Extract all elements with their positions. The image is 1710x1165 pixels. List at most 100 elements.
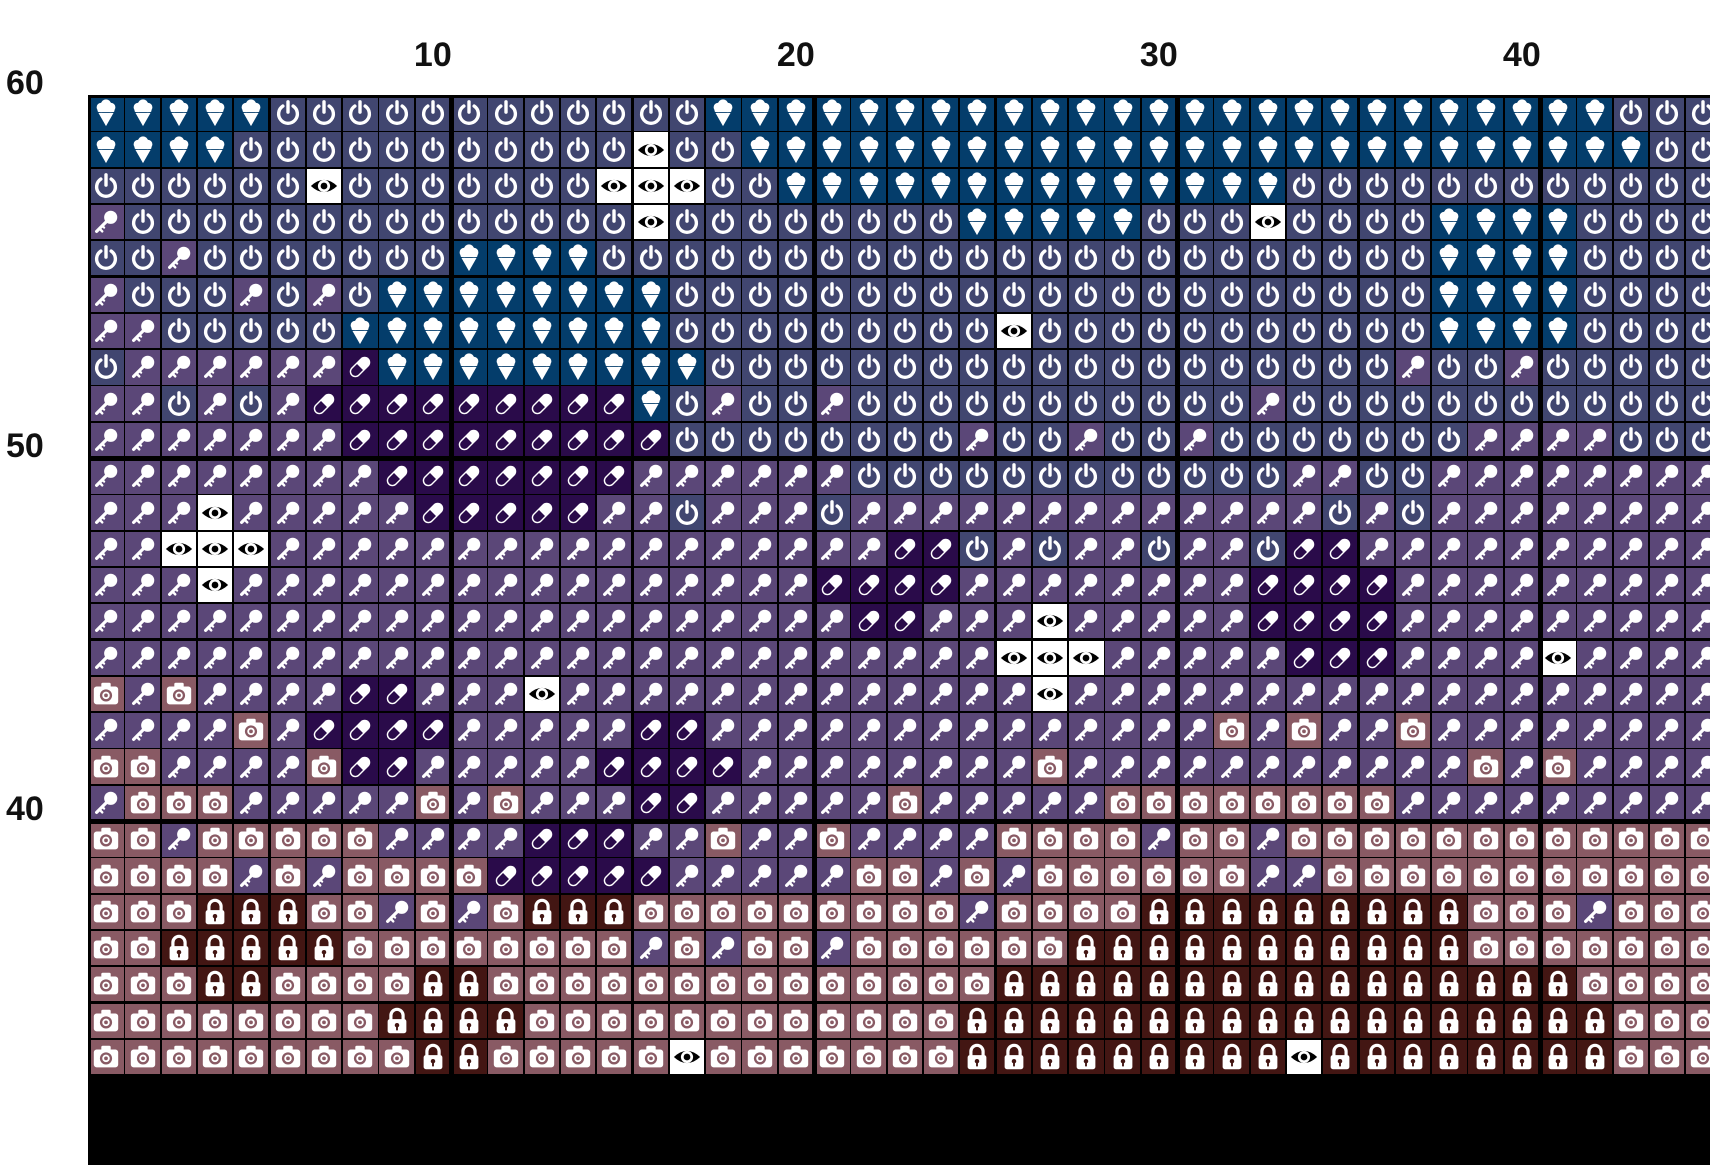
board-cell-ice-cream[interactable] [1068,131,1105,168]
board-cell-key[interactable] [305,276,343,313]
board-cell-lock[interactable] [596,893,633,931]
board-cell-power[interactable] [1358,240,1395,277]
board-cell-ice-cream[interactable] [1467,131,1504,168]
board-cell-key[interactable] [1285,675,1323,713]
board-cell-power[interactable] [596,95,633,132]
board-cell-key[interactable] [378,603,415,640]
board-cell-key[interactable] [959,784,996,822]
board-cell-pill[interactable] [414,458,452,495]
board-cell-key[interactable] [1068,675,1105,713]
board-cell-power[interactable] [1394,421,1432,459]
board-cell-ice-cream[interactable] [1467,95,1504,132]
board-cell-key[interactable] [88,421,125,459]
board-cell-key[interactable] [196,712,234,749]
board-cell-camera[interactable] [124,893,161,931]
board-cell-power[interactable] [1540,385,1577,422]
board-cell-camera[interactable] [741,1038,778,1076]
board-cell-key[interactable] [1249,639,1287,676]
board-cell-key[interactable] [1140,566,1178,604]
board-cell-power[interactable] [1140,458,1178,495]
board-cell-lock[interactable] [1213,1002,1250,1039]
board-cell-ice-cream[interactable] [1431,312,1468,350]
board-cell-key[interactable] [1503,712,1541,749]
board-cell-power[interactable] [1177,240,1214,277]
board-cell-lock[interactable] [1140,1002,1178,1039]
board-cell-power[interactable] [1685,167,1710,205]
board-cell-pill[interactable] [814,566,851,604]
board-cell-camera[interactable] [886,857,924,894]
board-cell-camera[interactable] [886,784,924,822]
board-cell-pill[interactable] [1285,530,1323,568]
board-cell-camera[interactable] [1648,1002,1686,1039]
board-cell-power[interactable] [705,421,742,459]
board-cell-camera[interactable] [777,1002,815,1039]
board-cell-power[interactable] [705,240,742,277]
board-cell-camera[interactable] [1612,1002,1650,1039]
board-cell-ice-cream[interactable] [378,349,415,386]
board-cell-power[interactable] [1358,203,1395,241]
board-cell-camera[interactable] [1503,857,1541,894]
board-cell-key[interactable] [777,530,815,568]
board-cell-ice-cream[interactable] [1213,167,1250,205]
board-cell-pill[interactable] [559,458,597,495]
board-cell-power[interactable] [1685,421,1710,459]
board-cell-key[interactable] [1685,494,1710,531]
board-cell-power[interactable] [523,203,561,241]
board-cell-key[interactable] [777,566,815,604]
board-cell-pill[interactable] [1285,639,1323,676]
board-cell-camera[interactable] [1031,857,1069,894]
board-cell-key[interactable] [1068,712,1105,749]
board-cell-power[interactable] [1394,312,1432,350]
board-cell-key[interactable] [160,639,198,676]
board-cell-power[interactable] [668,240,706,277]
board-cell-key[interactable] [959,893,996,931]
board-cell-ice-cream[interactable] [1467,203,1504,241]
board-cell-power[interactable] [1358,167,1395,205]
board-cell-key[interactable] [668,639,706,676]
board-cell-key[interactable] [88,784,125,822]
board-cell-lock[interactable] [1394,1038,1432,1076]
board-cell-pill[interactable] [632,784,669,822]
board-cell-lock[interactable] [1249,966,1287,1003]
board-cell-camera[interactable] [487,1038,524,1076]
board-cell-lock[interactable] [1104,929,1141,967]
board-cell-key[interactable] [1503,784,1541,822]
board-cell-pill[interactable] [632,748,669,785]
board-cell-key[interactable] [1140,748,1178,785]
board-cell-ice-cream[interactable] [1576,95,1613,132]
board-cell-key[interactable] [1177,566,1214,604]
board-cell-power[interactable] [1068,349,1105,386]
board-cell-key[interactable] [451,603,488,640]
board-cell-ice-cream[interactable] [523,349,561,386]
board-cell-key[interactable] [814,929,851,967]
board-cell-key[interactable] [886,748,924,785]
board-cell-camera[interactable] [1322,821,1359,858]
board-cell-key[interactable] [305,857,343,894]
board-cell-lock[interactable] [414,966,452,1003]
board-cell-camera[interactable] [668,966,706,1003]
board-cell-key[interactable] [523,748,561,785]
board-cell-key[interactable] [124,712,161,749]
board-cell-power[interactable] [559,167,597,205]
board-cell-key[interactable] [1503,639,1541,676]
board-cell-power[interactable] [1285,349,1323,386]
board-cell-key[interactable] [160,349,198,386]
board-cell-ice-cream[interactable] [1140,131,1178,168]
board-cell-key[interactable] [1322,748,1359,785]
board-cell-camera[interactable] [596,1038,633,1076]
board-cell-power[interactable] [342,95,379,132]
board-cell-pill[interactable] [487,857,524,894]
board-cell-power[interactable] [632,240,669,277]
board-cell-eye[interactable] [1031,639,1069,676]
board-cell-power[interactable] [1648,167,1686,205]
board-cell-power[interactable] [88,167,125,205]
board-cell-power[interactable] [1648,276,1686,313]
board-cell-ice-cream[interactable] [1249,167,1287,205]
board-cell-lock[interactable] [233,966,270,1003]
board-cell-camera[interactable] [1394,712,1432,749]
board-cell-eye[interactable] [995,312,1032,350]
board-cell-key[interactable] [1540,494,1577,531]
board-cell-camera[interactable] [269,1002,306,1039]
board-cell-key[interactable] [1540,784,1577,822]
board-cell-key[interactable] [1576,712,1613,749]
